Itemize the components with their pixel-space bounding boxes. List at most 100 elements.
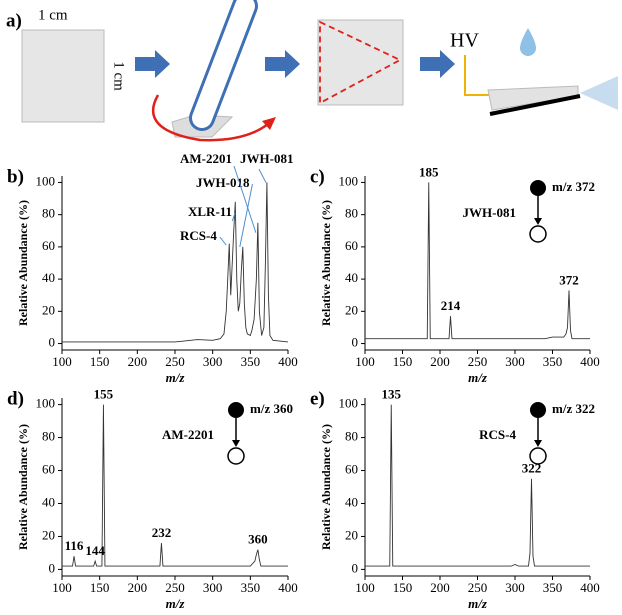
sample-square: [21, 29, 105, 123]
y-tick-label: 60: [42, 238, 55, 253]
y-tick-label: 80: [345, 429, 358, 444]
spectrum: [62, 404, 288, 567]
panel-label: a): [6, 10, 22, 31]
x-tick-label: 200: [128, 354, 148, 369]
x-axis-label: m/z: [468, 596, 488, 611]
arrow-head: [262, 117, 276, 130]
product-ion: [529, 447, 547, 465]
product-ion: [529, 225, 547, 243]
compound-label: JWH-081: [463, 205, 516, 220]
schematic: a) 1 cm 1 cm HV: [6, 0, 618, 142]
y-tick-label: 80: [42, 206, 55, 221]
y-tick-label: 40: [42, 494, 55, 509]
x-tick-label: 350: [241, 580, 261, 595]
y-tick-label: 0: [352, 560, 359, 575]
x-tick-label: 400: [278, 580, 298, 595]
x-tick-label: 150: [393, 580, 413, 595]
leader-line: [239, 183, 253, 247]
sample-square: [317, 19, 404, 106]
peak-label: 372: [559, 272, 579, 287]
peak-label: 116: [65, 538, 84, 553]
peak-label: 155: [94, 387, 114, 402]
y-tick-label: 20: [345, 527, 358, 542]
arrow: [420, 50, 455, 78]
peak-label: 185: [419, 164, 439, 179]
y-tick-label: 0: [49, 335, 56, 350]
x-tick-label: 150: [90, 580, 110, 595]
spray: [580, 76, 618, 110]
compound-label: JWH-081: [240, 151, 293, 166]
voltage-label: HV: [450, 30, 479, 52]
x-axis-label: m/z: [166, 370, 186, 385]
x-tick-label: 200: [128, 580, 148, 595]
x-tick-label: 250: [468, 354, 488, 369]
precursor-label: m/z 322: [552, 401, 595, 416]
x-tick-label: 100: [52, 580, 72, 595]
x-tick-label: 300: [505, 580, 525, 595]
chart-panel: d) 0 20 40 60 80 100 100 150 200 250 300 350 400 Relat…: [7, 387, 298, 611]
peak-label: 135: [382, 387, 402, 402]
panel-label: e): [310, 388, 325, 409]
chart-panel: e) 0 20 40 60 80 100 100 150 200 250 300 350 400 Relat…: [310, 387, 600, 611]
x-tick-label: 200: [430, 354, 450, 369]
precursor-ion: [228, 402, 244, 418]
x-tick-label: 300: [203, 354, 223, 369]
width-label: 1 cm: [38, 7, 68, 23]
y-tick-label: 20: [345, 302, 358, 317]
leader-line: [258, 168, 267, 183]
panel-label: b): [7, 166, 24, 187]
y-tick-label: 20: [42, 302, 55, 317]
y-tick-label: 60: [42, 462, 55, 477]
x-tick-label: 100: [355, 354, 375, 369]
chart-panel: c) 0 20 40 60 80 100 100 150 200 250 300 350 400 Relat…: [310, 164, 600, 385]
peak-label: 360: [248, 532, 268, 547]
x-tick-label: 400: [278, 354, 298, 369]
precursor-ion: [530, 402, 546, 418]
arrow-head: [534, 218, 542, 225]
compound-label: RCS-4: [479, 427, 516, 442]
x-tick-label: 250: [165, 580, 185, 595]
y-tick-label: 40: [345, 270, 358, 285]
peak-label: 232: [152, 525, 172, 540]
y-tick-label: 0: [352, 335, 359, 350]
arrow-head: [232, 440, 240, 447]
spectrum: [62, 182, 289, 343]
y-tick-label: 80: [345, 206, 358, 221]
y-tick-label: 100: [339, 173, 359, 188]
droplet: [520, 28, 536, 56]
precursor-label: m/z 360: [250, 401, 293, 416]
x-tick-label: 300: [203, 580, 223, 595]
y-tick-label: 60: [345, 238, 358, 253]
x-tick-label: 100: [52, 354, 72, 369]
peak-label: 214: [441, 298, 461, 313]
panel-label: d): [7, 388, 24, 409]
rotation-arrow: [152, 94, 269, 142]
x-axis-label: m/z: [166, 596, 186, 611]
precursor-label: m/z 372: [552, 179, 595, 194]
y-tick-label: 0: [49, 560, 56, 575]
leader-line: [219, 236, 227, 246]
product-ion: [227, 447, 245, 465]
hv-wire: [464, 55, 500, 96]
y-tick-label: 40: [345, 494, 358, 509]
x-tick-label: 300: [505, 354, 525, 369]
x-tick-label: 250: [165, 354, 185, 369]
panel-label: c): [310, 166, 325, 187]
x-tick-label: 400: [580, 354, 600, 369]
y-tick-label: 20: [42, 527, 55, 542]
x-tick-label: 150: [393, 354, 413, 369]
paper-edge: [489, 94, 581, 116]
y-tick-label: 60: [345, 462, 358, 477]
arrow: [135, 50, 170, 78]
peak-label: 144: [85, 543, 105, 558]
x-tick-label: 350: [543, 580, 563, 595]
x-tick-label: 250: [468, 580, 488, 595]
y-tick-label: 100: [36, 173, 56, 188]
y-tick-label: 80: [42, 429, 55, 444]
chart-panel: b) 0 20 40 60 80 100 100 150 200 250 300 350 400 Relat…: [7, 151, 298, 385]
spectrum: [365, 182, 590, 340]
y-tick-label: 100: [339, 396, 359, 411]
compound-label: RCS-4: [180, 228, 217, 243]
arrow: [265, 50, 300, 78]
